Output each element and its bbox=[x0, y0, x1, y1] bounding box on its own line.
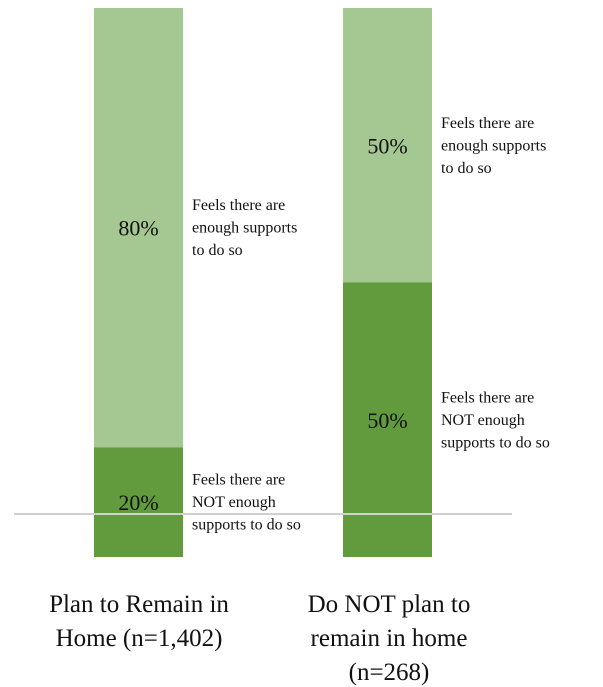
bar-not_enough-2 bbox=[343, 282, 432, 557]
data-label-not_enough-2: 50% bbox=[367, 408, 407, 433]
annotation-not_enough-1: Feels there are NOT enough supports to do … bbox=[192, 472, 301, 534]
bar-enough-2 bbox=[343, 8, 432, 283]
annotation-enough-1: Feels there are enough supports to do so bbox=[192, 197, 297, 259]
category-label-1: Plan to Remain in Home (n=1,402) bbox=[49, 591, 229, 652]
bar-not_enough-1 bbox=[94, 447, 183, 557]
annotation-not_enough-2: Feels there are NOT enough supports to do … bbox=[441, 389, 550, 451]
data-label-enough-1: 80% bbox=[118, 216, 158, 241]
data-label-enough-2: 50% bbox=[367, 133, 407, 158]
data-label-not_enough-1: 20% bbox=[118, 490, 158, 515]
annotation-enough-2: Feels there are enough supports to do so bbox=[441, 115, 546, 177]
bar-enough-1 bbox=[94, 8, 183, 448]
category-label-2: Do NOT plan to remain in home (n=268) bbox=[308, 591, 471, 686]
